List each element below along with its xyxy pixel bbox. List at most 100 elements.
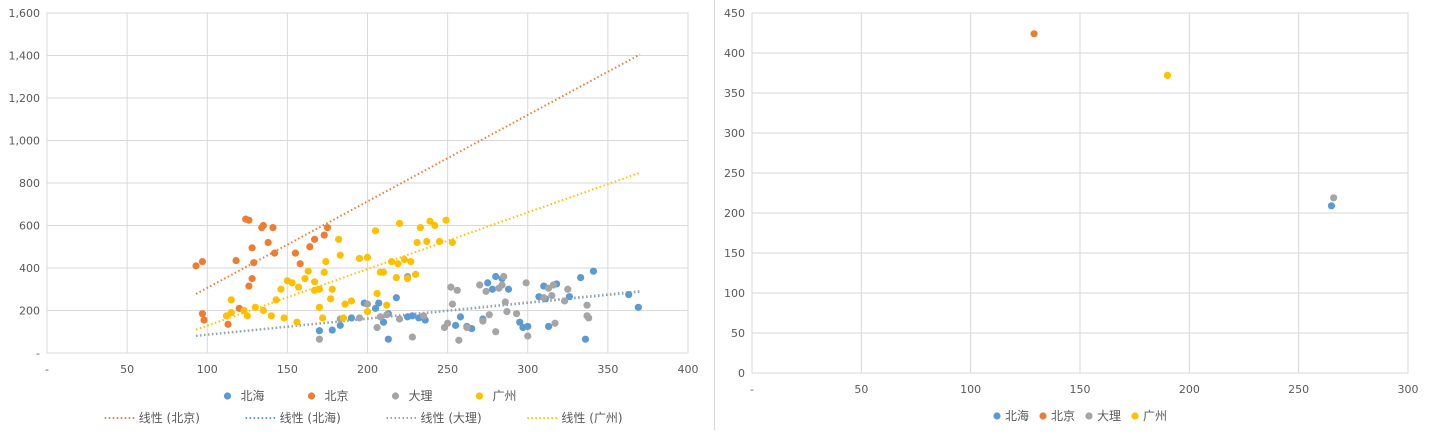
chart0-series-2-point	[540, 294, 548, 302]
chart0-legend-label: 线性 (北京)	[139, 411, 200, 425]
chart0-series-2-point	[503, 307, 511, 316]
chart0-series-2-point	[561, 297, 569, 305]
chart1-y-tick-label: 0	[738, 367, 745, 380]
chart0-series-3-point	[379, 268, 388, 276]
chart0-series-2-point	[522, 279, 530, 287]
chart1-y-tick-label: 350	[724, 87, 745, 100]
chart0-series-1-point	[245, 216, 253, 224]
chart0-series-3-point	[320, 268, 328, 276]
chart1-legend-label: 北京	[1051, 409, 1075, 423]
chart0-series-2-point	[524, 332, 532, 340]
chart0-y-tick-label: 800	[19, 177, 40, 190]
chart0-series-2-point	[444, 319, 452, 327]
chart1-series-2-point	[1330, 194, 1338, 202]
chart0-series-0-point	[408, 312, 416, 320]
chart0-series-3-point	[416, 224, 424, 232]
chart0-series-0-point	[581, 335, 590, 343]
chart1-y-tick-label: 150	[724, 247, 745, 260]
chart0-series-2-point	[501, 298, 509, 306]
chart0-series-3-point	[327, 295, 335, 303]
chart0-y-tick-label: 1,200	[9, 92, 41, 105]
chart0-series-0-point	[392, 294, 400, 302]
chart0-x-tick-label: 250	[437, 363, 458, 376]
chart0-series-3-point	[272, 296, 280, 304]
chart0-series-0-point	[315, 327, 324, 335]
chart0-legend-label: 北京	[325, 389, 349, 403]
chart0-y-tick-label: 600	[19, 220, 40, 233]
chart0-y-tick-label: -	[36, 347, 40, 360]
chart0-series-3-point	[240, 306, 248, 315]
chart0-series-3-point	[363, 307, 372, 316]
chart1-legend-label: 广州	[1143, 409, 1167, 423]
chart0-series-1-point	[224, 320, 232, 328]
chart0-series-3-point	[335, 235, 343, 243]
chart0-series-3-point	[423, 237, 431, 246]
chart0-series-3-point	[426, 217, 434, 225]
chart0-series-3-point	[387, 258, 396, 266]
chart0-series-1-point	[323, 224, 332, 232]
chart0-series-1-point	[296, 260, 304, 268]
chart0-legend-label: 线性 (北海)	[280, 410, 341, 425]
chart0-series-1-point	[192, 262, 200, 270]
chart0-series-0-point	[504, 285, 513, 293]
chart0-x-tick-label: 50	[120, 363, 134, 376]
chart0-series-3-point	[301, 275, 309, 283]
chart0-y-tick-label: 1,400	[9, 50, 41, 63]
chart0-x-tick-label: 100	[197, 363, 218, 376]
chart1-legend-marker	[993, 412, 1001, 420]
chart0-series-1-point	[291, 249, 299, 257]
chart0-series-3-point	[347, 297, 356, 305]
chart-right-svg: - 50 100 150 200 250 300 0 50 100 150 200 250 300 350 4…	[724, 7, 1419, 423]
chart0-series-3-point	[259, 306, 267, 315]
chart0-x-tick-label: -	[45, 363, 49, 376]
chart0-series-3-point	[293, 318, 301, 326]
chart0-x-tick-label: 300	[517, 363, 538, 376]
chart0-series-3-point	[267, 312, 275, 320]
chart0-series-0-point	[524, 322, 532, 331]
chart0-legend-marker	[223, 392, 232, 400]
chart0-legend-row-0: 北海 北京 大理 广州	[223, 388, 517, 403]
chart0-series-3-point	[322, 258, 330, 266]
chart0-series-1-point	[250, 259, 258, 267]
chart0-series-2-point	[564, 285, 572, 293]
chart0-series-1-point	[245, 282, 253, 290]
chart0-series-3-point	[403, 275, 412, 283]
chart0-series-0-point	[492, 272, 500, 281]
chart1-legend-marker	[1039, 412, 1047, 420]
chart0-series-3-point	[277, 285, 285, 293]
chart0-series-0-point	[371, 304, 380, 312]
chart0-legend-label: 北海	[241, 388, 265, 403]
chart0-series-3-point	[355, 254, 364, 263]
chart0-series-3-point	[394, 260, 402, 268]
chart0-series-1-point	[248, 275, 256, 283]
chart0-series-3-point	[383, 301, 391, 309]
chart0-series-2-point	[447, 283, 455, 291]
chart1-series-1-point	[1030, 30, 1038, 38]
chart0-series-2-point	[479, 317, 487, 325]
chart0-series-0-point	[347, 314, 356, 322]
chart0-series-1-point	[259, 221, 267, 230]
chart0-series-1-point	[306, 243, 314, 251]
scatter-chart-averages: - 50 100 150 200 250 300 0 50 100 150 200 250 300 350 4…	[716, 0, 1429, 430]
chart0-series-0-point	[544, 322, 553, 331]
chart0-series-3-point	[315, 285, 324, 293]
chart1-x-tick-label: 200	[1179, 383, 1200, 396]
chart1-legend-row-0: 北海 北京 大理 广州	[993, 408, 1167, 423]
chart0-series-1-point	[270, 249, 279, 257]
chart1-x-tick-label: 100	[960, 383, 981, 396]
chart0-series-3-point	[311, 278, 319, 286]
chart0-legend-label: 大理	[409, 389, 433, 403]
chart0-series-1-point	[232, 256, 240, 265]
chart0-series-3-point	[411, 270, 420, 278]
chart0-series-2-point	[395, 315, 404, 323]
chart1-y-tick-label: 300	[724, 127, 745, 140]
chart0-series-2-point	[512, 310, 521, 318]
chart0-legend-marker	[307, 392, 316, 400]
chart0-x-tick-label: 150	[277, 363, 298, 376]
chart0-series-3-point	[319, 314, 327, 322]
chart0-series-2-point	[485, 311, 493, 319]
chart0-series-2-point	[551, 319, 559, 327]
chart1-legend-marker	[1131, 412, 1139, 420]
chart0-series-2-point	[476, 281, 484, 289]
